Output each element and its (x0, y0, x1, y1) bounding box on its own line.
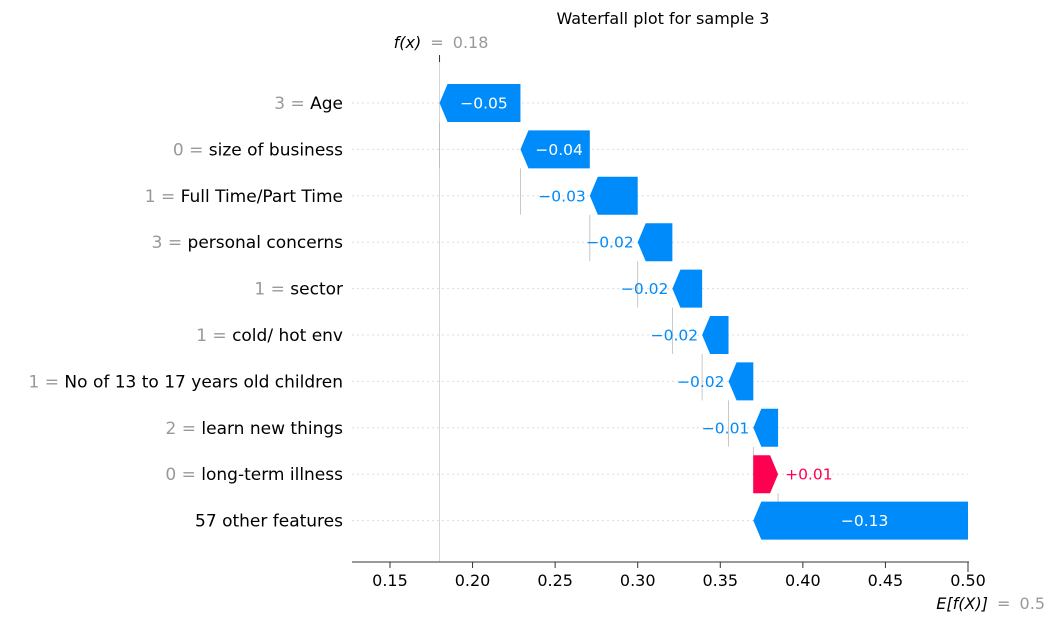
feature-name: personal concerns (188, 233, 344, 253)
feature-name: learn new things (201, 419, 343, 439)
waterfall-bar (702, 316, 729, 354)
x-axis: 0.15 0.20 0.25 0.30 0.35 0.40 0.45 0.50 (352, 561, 986, 590)
feature-value: 3 = (152, 233, 188, 253)
feature-name: size of business (209, 140, 343, 160)
feature-value: 0 = (173, 140, 209, 160)
fx-annotation: f(x) = 0.18 (394, 33, 489, 52)
x-tick-label: 0.50 (950, 571, 986, 590)
waterfall-bar (753, 408, 779, 447)
x-tick-label: 0.45 (868, 571, 904, 590)
chart-title: Waterfall plot for sample 3 (557, 9, 770, 28)
bar-value-label: −0.02 (586, 234, 634, 252)
feature-label: 2 = learn new things (166, 419, 344, 439)
waterfall-bar (728, 362, 754, 401)
x-tick-label: 0.25 (537, 571, 573, 590)
waterfall-bar (753, 455, 779, 494)
feature-label: 57 other features (195, 512, 343, 532)
bar-value-label: −0.05 (460, 95, 508, 113)
feature-name: 57 other features (195, 512, 343, 532)
feature-name: cold/ hot env (232, 326, 343, 346)
bar-value-label: +0.01 (785, 466, 833, 484)
bar-value-label: −0.02 (651, 327, 699, 345)
fx-value: 0.18 (453, 33, 489, 52)
waterfall-bar (589, 176, 638, 215)
value-guides (439, 55, 969, 572)
bar-value-label: −0.01 (702, 419, 750, 437)
waterfall-bar (672, 269, 703, 308)
feature-name: sector (290, 280, 343, 300)
feature-value: 2 = (166, 419, 202, 439)
x-tick-label: 0.30 (620, 571, 656, 590)
feature-value: 3 = (274, 94, 310, 114)
row-gridlines (352, 102, 968, 522)
feature-label: 0 = size of business (173, 140, 343, 160)
feature-label: 1 = cold/ hot env (196, 326, 343, 346)
fx-label: f(x) = 0.18 (394, 33, 489, 52)
feature-value: 1 = (196, 326, 232, 346)
fx-symbol: f(x) (394, 33, 422, 52)
feature-labels: 3 = Age 0 = size of business 1 = Full Time… (29, 94, 344, 532)
x-tick-label: 0.40 (785, 571, 821, 590)
feature-name: No of 13 to 17 years old children (64, 372, 343, 392)
feature-name: Full Time/Part Time (181, 187, 343, 207)
feature-label: 0 = long-term illness (165, 465, 343, 485)
feature-label: 1 = Full Time/Part Time (145, 187, 343, 207)
waterfall-bar (637, 223, 673, 262)
feature-label: 1 = No of 13 to 17 years old children (29, 372, 343, 392)
feature-value: 1 = (145, 187, 181, 207)
bars: −0.05 −0.04 −0.03 −0.02 −0.02 −0.02 −0.02 −0.01… (439, 84, 968, 540)
x-tick-label: 0.15 (372, 571, 408, 590)
waterfall-bar (520, 130, 590, 169)
bar-value-label: −0.03 (538, 187, 586, 205)
bar-value-label: −0.02 (621, 280, 669, 298)
fx-equals: = (430, 33, 443, 52)
bar-value-label: −0.13 (841, 512, 889, 530)
x-tick-label: 0.20 (455, 571, 491, 590)
feature-value: 0 = (165, 465, 201, 485)
efx-value: 0.5 (1020, 594, 1045, 613)
efx-symbol: E[f(X)] (936, 594, 988, 613)
waterfall-bar (753, 501, 968, 540)
x-tick-label: 0.35 (702, 571, 738, 590)
bar-value-label: −0.04 (535, 141, 583, 159)
waterfall-bar (439, 84, 521, 122)
feature-value: 1 = (29, 372, 65, 392)
efx-label: E[f(X)] = 0.5 (936, 594, 1045, 613)
feature-label: 1 = sector (254, 280, 343, 300)
efx-equals: = (997, 594, 1010, 613)
feature-name: Age (310, 94, 343, 114)
feature-name: long-term illness (201, 465, 343, 485)
feature-label: 3 = Age (274, 94, 343, 114)
efx-annotation: E[f(X)] = 0.5 (936, 594, 1045, 613)
bar-value-label: −0.02 (677, 373, 725, 391)
feature-value: 1 = (254, 280, 290, 300)
feature-label: 3 = personal concerns (152, 233, 343, 253)
